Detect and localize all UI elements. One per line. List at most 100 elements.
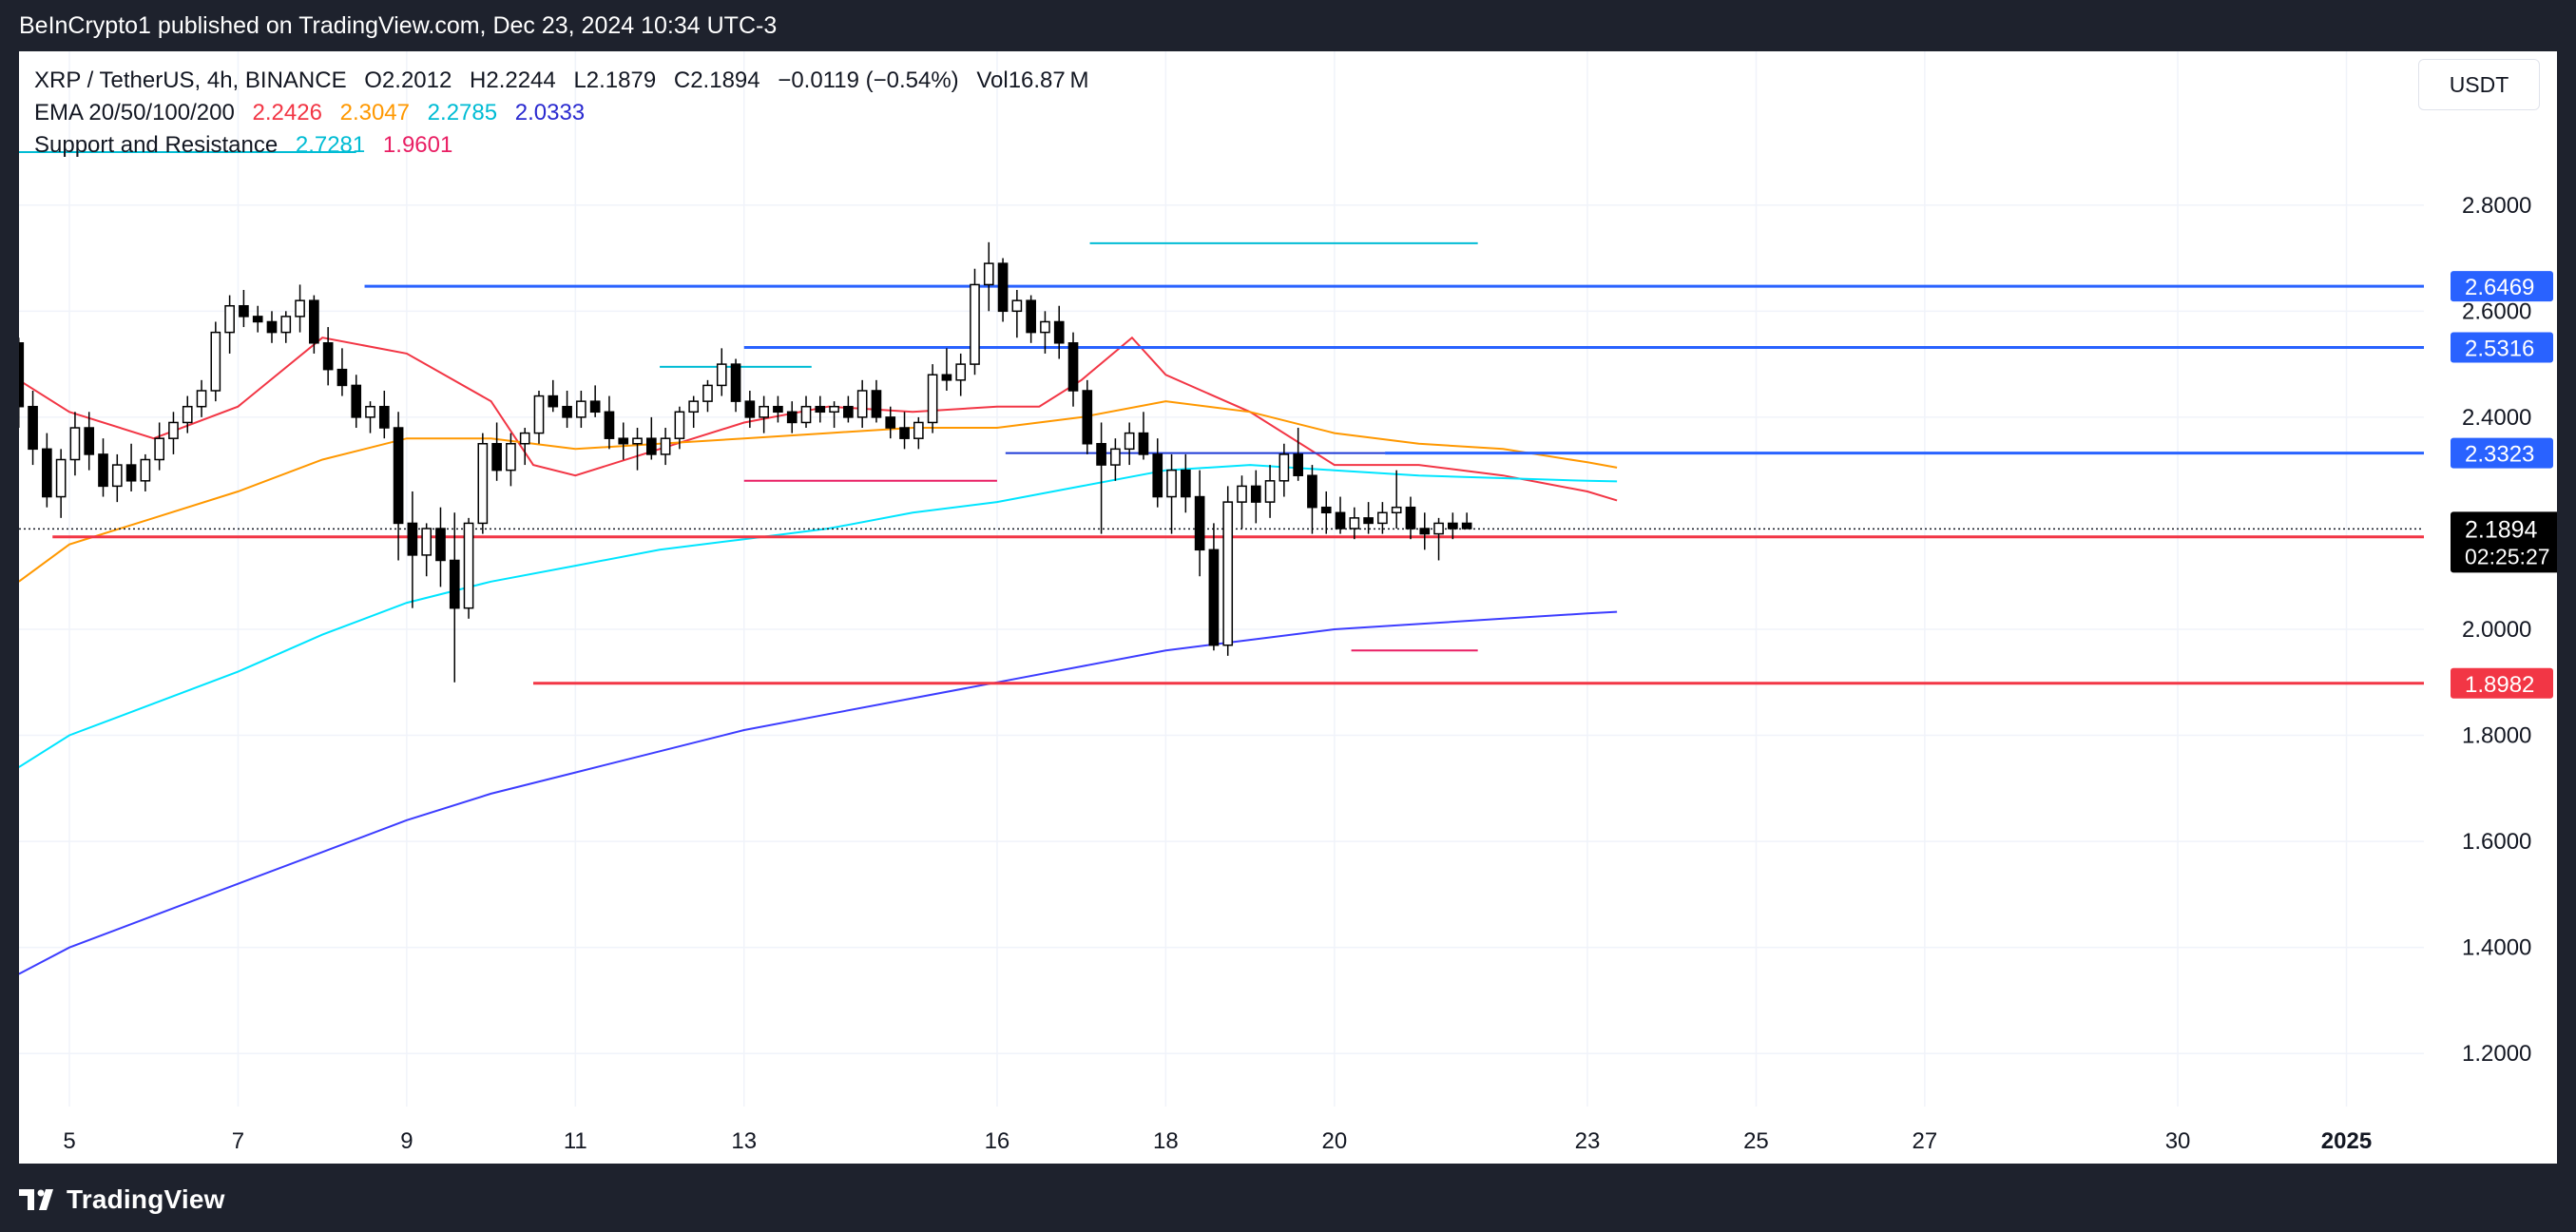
candle-up-body (913, 421, 924, 439)
resistance-price-tag: 2.5316 (2451, 332, 2553, 363)
candle (42, 433, 52, 508)
candle (1124, 422, 1135, 466)
last-price-tag-bg (2451, 511, 2557, 573)
price-countdown: 02:25:27 (2465, 544, 2550, 568)
candle (1194, 470, 1205, 577)
candle (899, 412, 910, 450)
ema-line-ema20 (19, 336, 1618, 502)
candle (1335, 496, 1346, 534)
candle (1011, 290, 1023, 338)
y-tick-label: 2.8000 (2462, 193, 2531, 219)
candle (1448, 512, 1458, 540)
x-tick-label: 5 (63, 1128, 75, 1154)
symbol-label[interactable]: XRP / TetherUS, 4h, BINANCE (34, 67, 347, 93)
candle-up-body (1011, 299, 1023, 313)
candle-up-body (1237, 485, 1247, 503)
candle-down-body (618, 437, 629, 445)
publisher-text: BeInCrypto1 published on TradingView.com… (19, 12, 778, 39)
ema-line-ema50 (19, 400, 1618, 583)
candle-down-body (1363, 517, 1374, 525)
candle (1250, 470, 1261, 524)
sr-resistance-value: 2.7281 (295, 132, 366, 158)
candle (506, 433, 516, 487)
chart-frame[interactable]: 1.2000 1.4000 1.6000 1.8000 2.0000 2.4000 2.60… (19, 51, 2557, 1164)
candle (210, 321, 221, 402)
candle-down-body (1026, 299, 1036, 334)
candle-down-body (336, 368, 348, 387)
candle (491, 422, 502, 481)
candle-up-body (69, 427, 81, 461)
low-value: L2.1879 (573, 67, 657, 93)
candle-up-body (196, 390, 207, 408)
candle (548, 379, 559, 413)
ema-label[interactable]: EMA 20/50/100/200 (34, 100, 235, 125)
candle (1419, 512, 1431, 550)
chart-legend: XRP / TetherUS, 4h, BINANCE O2.2012 H2.2… (34, 65, 1101, 162)
candle (1307, 465, 1317, 534)
candle (463, 517, 474, 619)
candle (1082, 379, 1093, 454)
candle (19, 337, 25, 429)
y-tick-label: 2.4000 (2462, 405, 2531, 431)
x-tick-label: 2025 (2321, 1128, 2372, 1154)
candle (266, 311, 278, 343)
candle (800, 395, 812, 429)
candle-down-body (1181, 469, 1191, 498)
candle (1293, 428, 1303, 481)
y-tick-label: 2.0000 (2462, 617, 2531, 643)
x-tick-label: 25 (1743, 1128, 1769, 1154)
candle-down-body (1250, 485, 1261, 503)
candle-up-body (1124, 432, 1135, 451)
candle-down-body (548, 395, 559, 408)
candle-up-body (1433, 522, 1444, 535)
candle-down-body (730, 363, 741, 402)
x-tick-label: 27 (1913, 1128, 1938, 1154)
candle-down-body (645, 437, 657, 455)
candle (1026, 295, 1036, 343)
candle-up-body (168, 421, 179, 439)
sr-label[interactable]: Support and Resistance (34, 132, 279, 158)
candle (28, 390, 38, 466)
candle (1278, 443, 1290, 497)
candle (1237, 475, 1247, 529)
candle-down-body (449, 559, 460, 609)
candle (1222, 486, 1234, 656)
candle-down-body (941, 374, 952, 381)
candle-up-body (660, 437, 671, 455)
candle (997, 258, 1009, 322)
candle (983, 241, 994, 312)
ohlc-legend-row: XRP / TetherUS, 4h, BINANCE O2.2012 H2.2… (34, 65, 1101, 97)
candle-up-body (280, 316, 292, 334)
x-tick-label: 7 (232, 1128, 244, 1154)
candle-up-body (463, 522, 474, 609)
candle-up-body (533, 395, 545, 434)
candle-up-body (1377, 511, 1388, 525)
resistance-price-tag-text: 2.5316 (2465, 336, 2534, 361)
candle (98, 438, 108, 497)
candle (1053, 305, 1065, 359)
candle (111, 453, 123, 503)
support-price-tag: 1.8982 (2451, 667, 2553, 699)
candle (393, 412, 404, 561)
candle-up-body (632, 437, 643, 445)
y-tick-label: 1.6000 (2462, 829, 2531, 855)
candle-down-body (1419, 528, 1431, 535)
candle (970, 268, 980, 375)
resistance-price-tag-bg (2451, 271, 2553, 302)
candle-down-body (604, 411, 615, 439)
candle-down-body (1138, 432, 1149, 455)
currency-button[interactable]: USDT (2418, 59, 2540, 110)
candle (618, 422, 629, 460)
candle-down-body (1152, 453, 1163, 498)
candle (295, 284, 305, 333)
candle-up-body (576, 400, 586, 418)
ema-legend-row: EMA 20/50/100/200 2.2426 2.3047 2.2785 2… (34, 97, 1101, 129)
price-chart[interactable]: 1.2000 1.4000 1.6000 1.8000 2.0000 2.4000 2.60… (19, 51, 2557, 1164)
candle-down-body (871, 390, 882, 418)
tradingview-logo[interactable]: TradingView (19, 1184, 225, 1215)
resistance-price-tag-bg (2451, 332, 2553, 363)
candle-down-body (19, 342, 25, 408)
footer-bar: TradingView (0, 1164, 2576, 1232)
candle-up-body (983, 262, 994, 286)
candle (927, 364, 938, 433)
